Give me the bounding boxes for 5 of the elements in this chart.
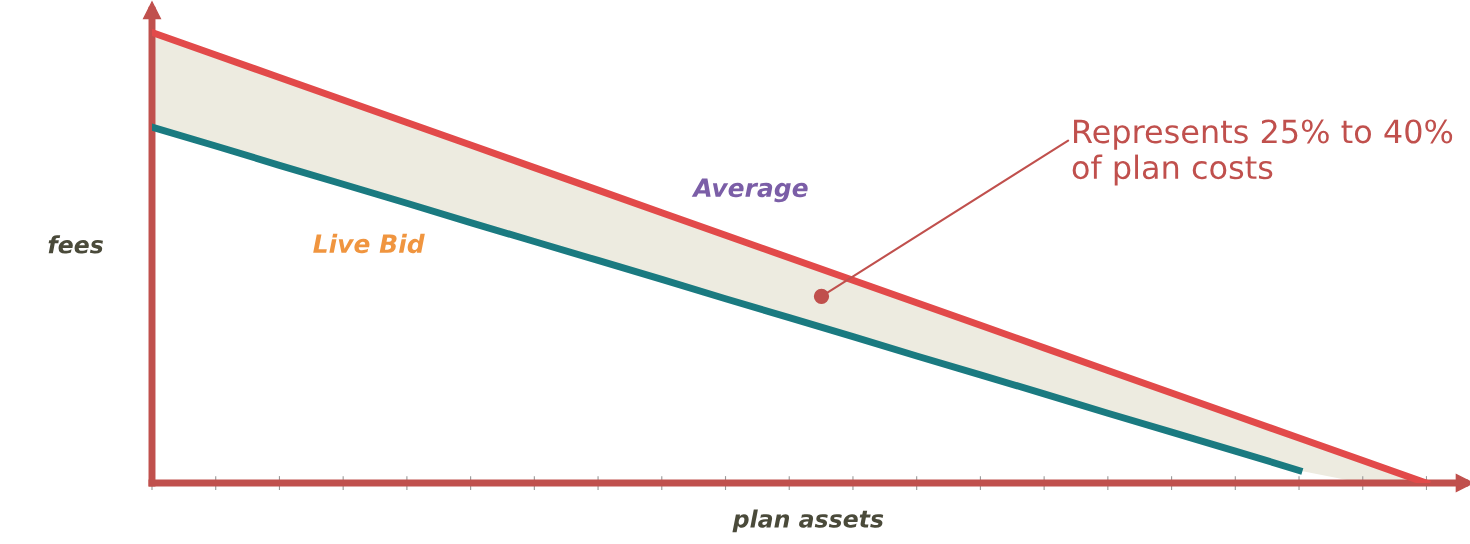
series-label: Average xyxy=(691,178,808,203)
series-label: Live Bid xyxy=(313,233,425,254)
y-axis-title: fees xyxy=(48,235,103,254)
x-axis-title: plan assets xyxy=(732,509,884,533)
annotation: Represents 25% to 40% of plan costs xyxy=(1072,119,1453,186)
